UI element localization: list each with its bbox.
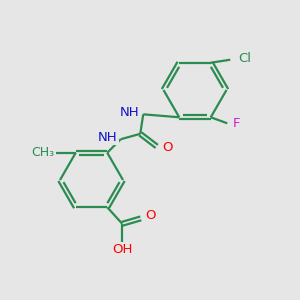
- Text: O: O: [162, 141, 173, 154]
- Text: NH: NH: [120, 106, 140, 119]
- Text: NH: NH: [98, 131, 118, 144]
- Text: OH: OH: [112, 243, 132, 256]
- Text: F: F: [233, 117, 241, 130]
- Text: O: O: [146, 209, 156, 222]
- Text: CH₃: CH₃: [32, 146, 55, 159]
- Text: Cl: Cl: [238, 52, 251, 65]
